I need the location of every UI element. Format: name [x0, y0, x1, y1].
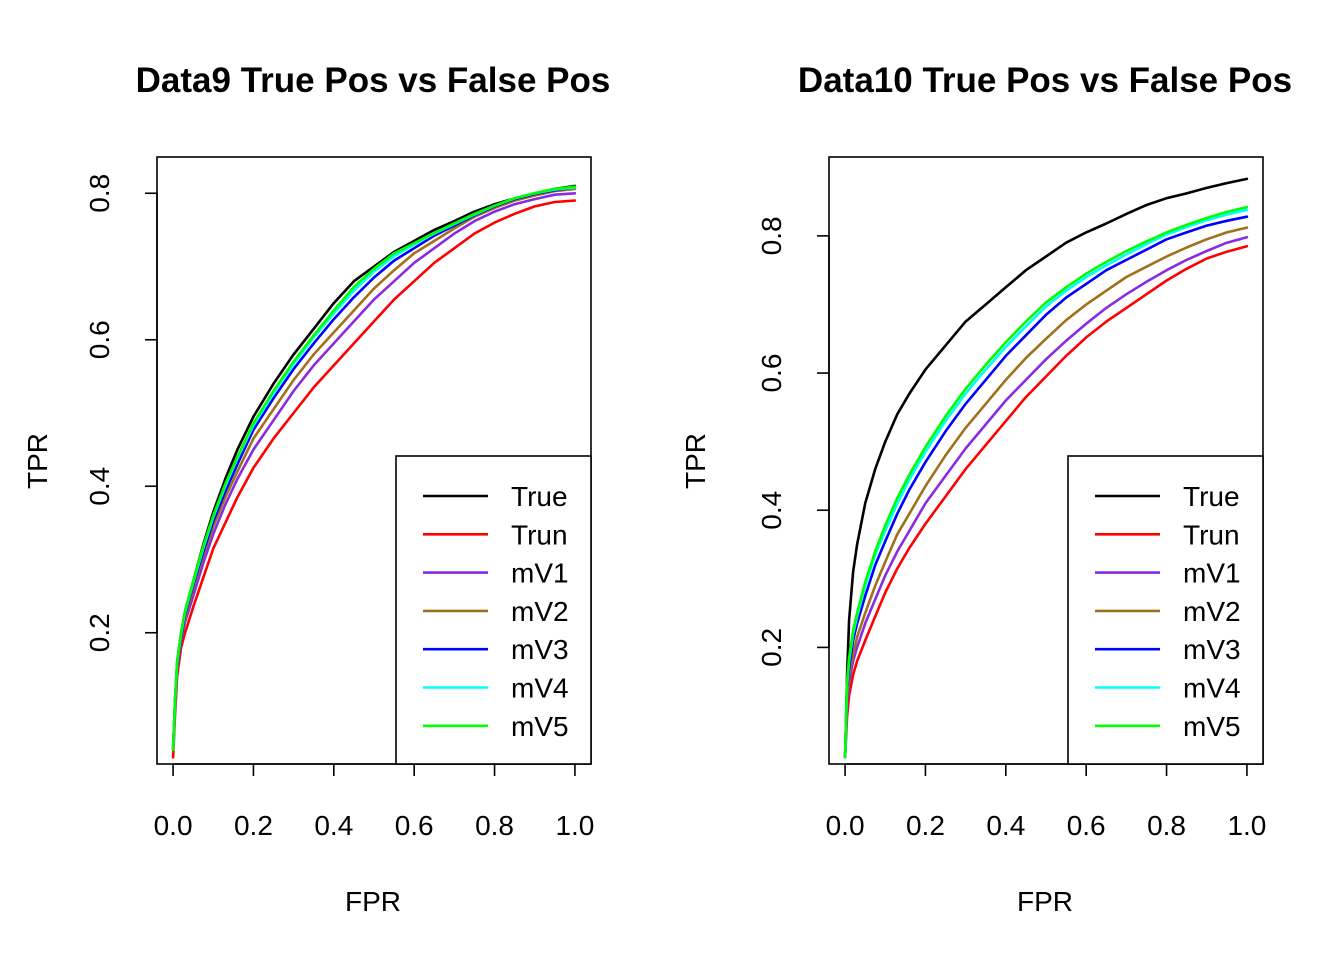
legend-label: mV1: [1183, 558, 1241, 589]
series-line-mv2: [843, 226, 1249, 759]
y-tick-label: 0.8: [84, 174, 115, 213]
series-line-true: [843, 177, 1249, 759]
series-group: [843, 177, 1249, 759]
y-tick-label: 0.4: [84, 467, 115, 506]
chart-title: Data9 True Pos vs False Pos: [136, 61, 611, 100]
legend-label: mV2: [511, 596, 569, 627]
x-axis-label: FPR: [1017, 886, 1073, 917]
series-line-mv1: [171, 192, 577, 752]
series-line-mv1: [843, 235, 1249, 759]
legend-label: mV4: [511, 673, 569, 704]
x-tick-label: 0.0: [826, 810, 865, 841]
y-axis-label: TPR: [680, 433, 711, 489]
y-tick-label: 0.6: [756, 354, 787, 393]
legend-label: Trun: [511, 519, 568, 550]
legend-label: mV1: [511, 558, 569, 589]
legend-label: mV4: [1183, 673, 1241, 704]
y-axis: 0.2 0.4 0.6 0.8: [756, 216, 830, 667]
legend-label: mV3: [1183, 634, 1241, 665]
series-line-mv5: [843, 205, 1249, 759]
legend-label: mV3: [511, 634, 569, 665]
legend-label: Trun: [1183, 519, 1240, 550]
x-tick-label: 0.2: [906, 810, 945, 841]
x-tick-label: 1.0: [1227, 810, 1266, 841]
legend: True Trun mV1 mV2 mV3 mV4 mV5: [395, 455, 592, 765]
x-tick-label: 0.6: [395, 810, 434, 841]
x-tick-label: 0.4: [986, 810, 1025, 841]
x-tick-label: 0.4: [314, 810, 353, 841]
x-tick-label: 0.8: [1147, 810, 1186, 841]
y-tick-label: 0.2: [84, 613, 115, 652]
series-group: [171, 184, 577, 759]
legend-label: mV5: [1183, 711, 1241, 742]
y-axis-label: TPR: [22, 433, 53, 489]
x-tick-label: 1.0: [555, 810, 594, 841]
y-tick-label: 0.4: [756, 491, 787, 530]
x-tick-label: 0.2: [234, 810, 273, 841]
legend-label: True: [511, 481, 568, 512]
x-tick-label: 0.0: [154, 810, 193, 841]
legend-label: mV5: [511, 711, 569, 742]
series-line-trun: [171, 199, 577, 759]
legend: True Trun mV1 mV2 mV3 mV4 mV5: [1067, 455, 1264, 765]
y-axis: 0.2 0.4 0.6 0.8: [84, 174, 158, 652]
series-line-trun: [843, 244, 1249, 759]
y-tick-label: 0.8: [756, 216, 787, 255]
chart-panel-left: Data9 True Pos vs False Pos 0.0 0.2 0.4 0.6…: [22, 61, 610, 917]
x-axis: 0.0 0.2 0.4 0.6 0.8 1.0: [826, 763, 1266, 841]
y-tick-label: 0.2: [756, 628, 787, 667]
x-tick-label: 0.6: [1067, 810, 1106, 841]
legend-label: mV2: [1183, 596, 1241, 627]
series-line-mv3: [843, 215, 1249, 759]
x-axis-label: FPR: [345, 886, 401, 917]
series-line-mv5: [171, 185, 577, 752]
chart-panel-right: Data10 True Pos vs False Pos 0.0 0.2 0.4 0.…: [680, 61, 1292, 917]
x-axis: 0.0 0.2 0.4 0.6 0.8 1.0: [154, 763, 594, 841]
y-tick-label: 0.6: [84, 320, 115, 359]
chart-title: Data10 True Pos vs False Pos: [798, 61, 1292, 100]
x-tick-label: 0.8: [475, 810, 514, 841]
legend-label: True: [1183, 481, 1240, 512]
